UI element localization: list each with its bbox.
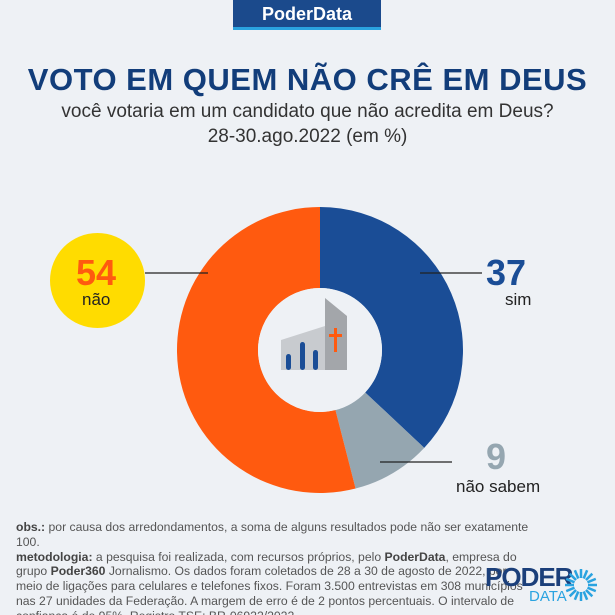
- poderdata-logo: PODER DATA: [485, 562, 597, 605]
- value-sim: 37: [486, 252, 527, 293]
- met-poder360: Poder360: [50, 564, 106, 579]
- slice-não: [176, 207, 356, 493]
- chart-subtitle: você votaria em um candidato que não acr…: [61, 101, 554, 122]
- logo-ray: [568, 572, 577, 581]
- obs-label: obs.:: [16, 520, 46, 534]
- logo-ray: [573, 569, 580, 580]
- met-label: metodologia:: [16, 549, 93, 564]
- slice-não-sabem: [335, 392, 425, 489]
- value-nao: 54: [76, 252, 117, 293]
- logo-ray: [568, 589, 577, 598]
- value-nao-sabem: 9: [486, 436, 507, 477]
- label-nao-sabem: não sabem: [456, 477, 541, 496]
- met-text: a pesquisa foi realizada, com recursos p…: [92, 549, 385, 564]
- label-nao: não: [82, 290, 111, 309]
- logo-text-bottom: DATA: [529, 588, 567, 605]
- label-sim: sim: [505, 290, 532, 309]
- met-text: , empresa do grupo: [16, 549, 517, 579]
- logo-ray: [565, 586, 576, 593]
- logo-ray: [586, 577, 597, 584]
- slice-sim: [320, 207, 463, 448]
- logo-ray: [582, 590, 589, 601]
- brand-header: PoderData: [233, 0, 381, 30]
- logo-ray: [585, 572, 594, 581]
- logo-ray: [586, 586, 597, 593]
- highlight-bubble: [50, 233, 145, 328]
- logo-sunburst-icon: [565, 569, 597, 601]
- met-text: Jornalismo. Os dados foram coletados de …: [16, 564, 523, 615]
- chart-title: VOTO EM QUEM NÃO CRÊ EM DEUS: [27, 62, 588, 97]
- obs-text: por causa dos arredondamentos, a soma de…: [16, 520, 529, 549]
- church-icon: [281, 298, 347, 370]
- logo-ray: [585, 589, 594, 598]
- logo-ray: [565, 577, 576, 584]
- logo-text-top: PODER: [485, 562, 573, 592]
- logo-ray: [582, 569, 589, 580]
- footnotes: obs.: por causa dos arredondamentos, a s…: [16, 520, 536, 615]
- logo-ray: [573, 590, 580, 601]
- chart-date: 28-30.ago.2022 (em %): [207, 126, 408, 147]
- met-poderdata: PoderData: [384, 549, 446, 564]
